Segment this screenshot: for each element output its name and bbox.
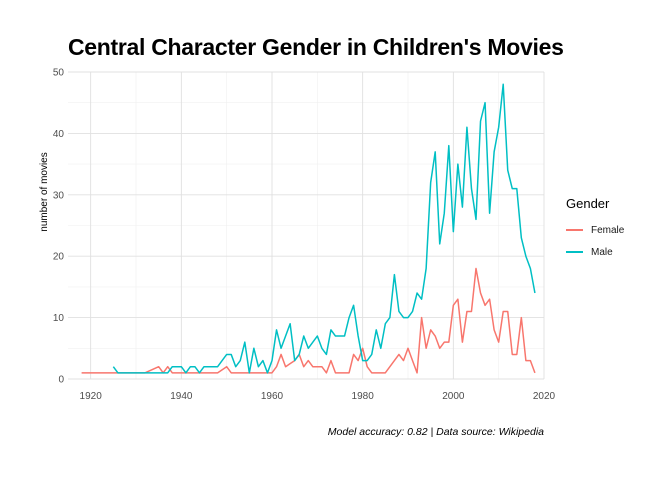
series-line-female [81,267,536,374]
chart-title: Central Character Gender in Children's M… [68,34,564,60]
legend-key-female [566,229,583,231]
legend-label-female: Female [591,224,625,236]
x-tick-label: 1980 [352,391,375,402]
legend-label-male: Male [591,246,613,258]
y-tick-label: 50 [53,68,65,79]
y-tick-label: 0 [58,375,64,386]
x-tick-label: 2000 [442,391,465,402]
y-axis-tick-labels: 0 10 20 30 40 50 [53,68,65,386]
y-tick-label: 40 [53,129,65,140]
legend-key-male [566,251,583,253]
legend: Gender Female Male [566,196,624,263]
y-axis-title: number of movies [39,152,50,231]
x-tick-label: 2020 [533,391,556,402]
legend-title: Gender [566,196,610,211]
x-tick-label: 1920 [80,391,103,402]
y-tick-label: 20 [53,252,65,263]
y-tick-label: 30 [53,190,65,201]
series-line-male [112,83,536,374]
x-axis-tick-labels: 1920 1940 1960 1980 2000 2020 [80,391,556,402]
x-tick-label: 1940 [170,391,193,402]
x-tick-label: 1960 [261,391,284,402]
chart-caption: Model accuracy: 0.82 | Data source: Wiki… [327,426,544,438]
legend-item-male: Male [566,241,624,263]
y-tick-label: 10 [53,313,65,324]
series-lines [81,83,536,374]
legend-item-female: Female [566,219,624,241]
minor-gridlines [68,72,544,379]
